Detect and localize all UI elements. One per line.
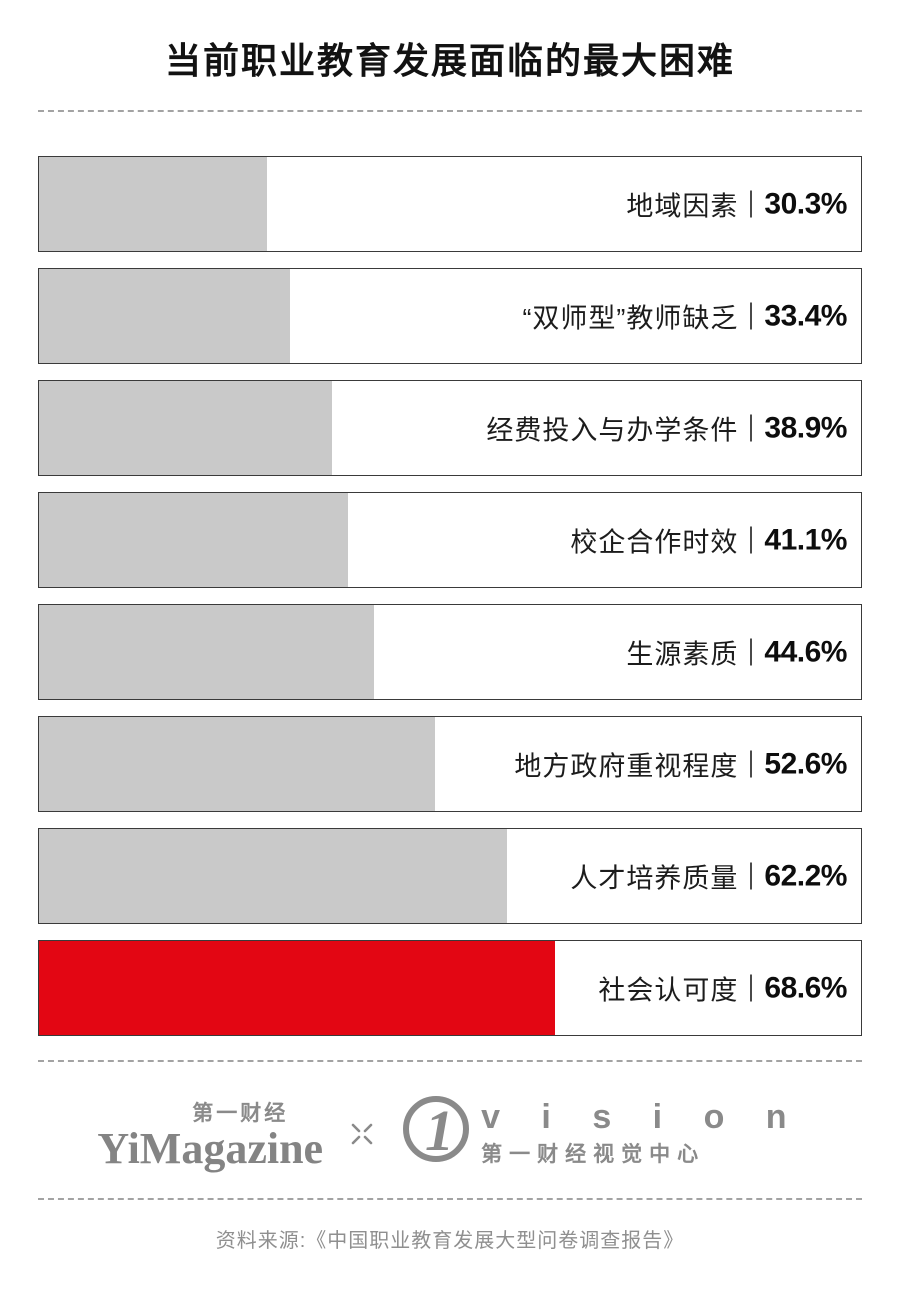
category-label: 校企合作时效 [570, 527, 739, 558]
bar-row: 地方政府重视程度 52.6% [38, 716, 862, 812]
yimagazine-cn-label: 第一财经 [192, 1102, 289, 1125]
category-label: 地方政府重视程度 [514, 751, 739, 782]
bar-row: 校企合作时效 41.1% [38, 492, 862, 588]
bar-fill [39, 157, 267, 251]
label-separator [750, 414, 753, 442]
svg-text:1: 1 [425, 1098, 454, 1163]
category-label: 人才培养质量 [570, 863, 739, 894]
value-label: 41.1% [764, 523, 847, 556]
collaboration-x-icon [349, 1121, 375, 1147]
label-separator [750, 750, 753, 778]
bar-row: 生源素质 44.6% [38, 604, 862, 700]
value-label: 38.9% [764, 411, 847, 444]
label-separator [750, 974, 753, 1002]
bar-label-group: 地域因素 30.3% [626, 185, 847, 224]
footer-dashed-divider-top [38, 1060, 862, 1062]
label-separator [750, 862, 753, 890]
footer-dashed-divider-bottom [38, 1198, 862, 1200]
category-label: “双师型”教师缺乏 [522, 303, 739, 334]
bar-label-group: 经费投入与办学条件 38.9% [486, 409, 847, 448]
value-label: 62.2% [764, 859, 847, 892]
yimagazine-logo: 第一财经 YiMagazine [97, 1097, 323, 1171]
value-label: 68.6% [764, 971, 847, 1004]
bar-row: 地域因素 30.3% [38, 156, 862, 252]
category-label: 经费投入与办学条件 [486, 415, 739, 446]
bar-row: “双师型”教师缺乏 33.4% [38, 268, 862, 364]
vision-logo: 1 v i s i o n 第一财经视觉中心 [401, 1092, 802, 1176]
category-label: 地域因素 [626, 191, 739, 222]
chart-title: 当前职业教育发展面临的最大困难 [164, 40, 735, 81]
data-source-note: 资料来源:《中国职业教育发展大型问卷调查报告》 [215, 1230, 685, 1252]
bar-fill [39, 493, 349, 587]
bar-row: 社会认可度 68.6% [38, 940, 862, 1036]
value-label: 52.6% [764, 747, 847, 780]
bar-row: 经费投入与办学条件 38.9% [38, 380, 862, 476]
bar-label-group: 生源素质 44.6% [626, 633, 847, 672]
value-label: 30.3% [764, 187, 847, 220]
vision-cn-label: 第一财经视觉中心 [481, 1142, 706, 1166]
bar-fill [39, 269, 291, 363]
vision-wordmark: v i s i o n [481, 1098, 803, 1137]
infographic-page: 当前职业教育发展面临的最大困难 地域因素 30.3% “双师型”教师缺乏 33.… [0, 32, 900, 1253]
value-label: 44.6% [764, 635, 847, 668]
bar-fill [39, 381, 332, 475]
yimagazine-wordmark: YiMagazine [97, 1124, 324, 1173]
bar-fill [39, 605, 375, 699]
label-separator [750, 302, 753, 330]
bar-fill [39, 717, 435, 811]
bar-chart: 地域因素 30.3% “双师型”教师缺乏 33.4% 经费投入与办学条件 38.… [38, 156, 862, 1036]
bar-label-group: 人才培养质量 62.2% [570, 857, 847, 896]
value-label: 33.4% [764, 299, 847, 332]
vision-circle-1-icon: 1 [401, 1092, 471, 1176]
bar-label-group: 校企合作时效 41.1% [570, 521, 847, 560]
bar-label-group: 地方政府重视程度 52.6% [514, 745, 847, 784]
top-dashed-divider [38, 110, 862, 112]
bar-fill [39, 829, 507, 923]
vision-wordmark-group: v i s i o n 第一财经视觉中心 [481, 1098, 803, 1168]
bar-label-group: 社会认可度 68.6% [598, 969, 847, 1008]
label-separator [750, 190, 753, 218]
label-separator [750, 638, 753, 666]
publisher-logos: 第一财经 YiMagazine 1 v i s i o n 第一财经视觉中心 [38, 1088, 862, 1180]
bar-label-group: “双师型”教师缺乏 33.4% [522, 297, 847, 336]
bar-row: 人才培养质量 62.2% [38, 828, 862, 924]
category-label: 生源素质 [626, 639, 739, 670]
bar-fill [39, 941, 555, 1035]
category-label: 社会认可度 [598, 975, 739, 1006]
label-separator [750, 526, 753, 554]
